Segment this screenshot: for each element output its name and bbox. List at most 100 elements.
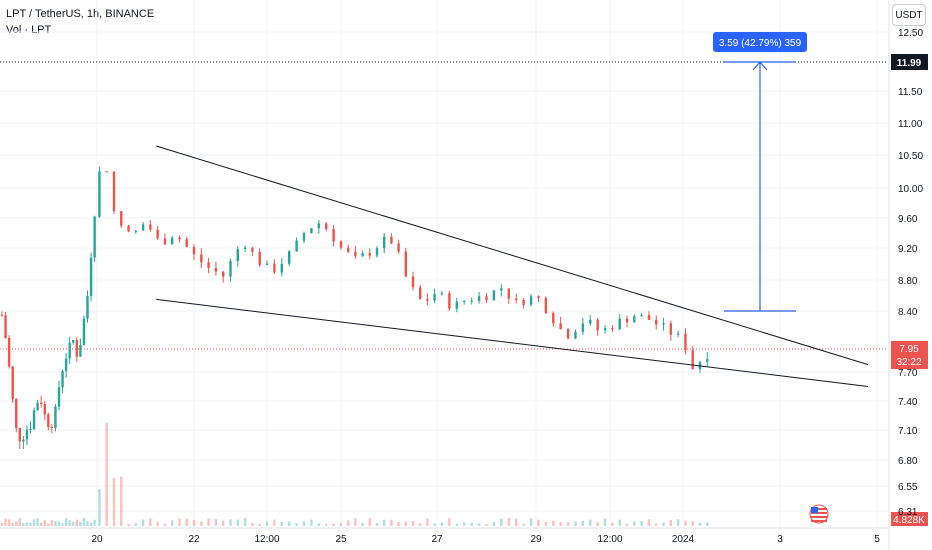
- candle-body: [32, 410, 36, 429]
- candle-body: [544, 297, 548, 314]
- candle-body: [72, 340, 75, 343]
- candle-body: [397, 243, 400, 252]
- candle-body: [192, 246, 196, 255]
- volume-bar: [280, 521, 283, 526]
- volume-bar: [492, 522, 496, 526]
- candle-body: [589, 319, 592, 324]
- volume-bar: [192, 519, 196, 526]
- volume-bar: [243, 518, 247, 526]
- candle-body: [214, 268, 218, 272]
- candle-body: [134, 230, 137, 232]
- volume-bar: [29, 522, 32, 526]
- candle-body: [463, 301, 466, 303]
- x-tick-label: 25: [335, 534, 347, 545]
- candle-body: [200, 254, 203, 263]
- volume-bar: [236, 519, 239, 526]
- candle-body: [64, 358, 68, 372]
- candle-body: [243, 247, 247, 249]
- volume-bar: [691, 521, 694, 526]
- candle-body: [22, 439, 25, 442]
- volume-bar: [302, 520, 306, 526]
- x-tick-label: 20: [91, 534, 103, 545]
- volume-bar: [98, 489, 101, 526]
- volume-bar: [500, 518, 503, 526]
- volume-bar: [170, 520, 174, 526]
- y-tick-label: 9.20: [898, 244, 918, 255]
- candle-body: [75, 340, 79, 357]
- trendline-upper: [156, 145, 869, 366]
- volume-bar: [89, 522, 93, 526]
- candle-body: [383, 236, 386, 249]
- x-tick-label: 29: [530, 534, 542, 545]
- candle-body: [691, 350, 694, 370]
- volume-bar: [72, 521, 75, 526]
- candle-body: [265, 263, 269, 265]
- candle-body: [178, 237, 181, 240]
- candle-body: [347, 247, 350, 252]
- volume-bar: [574, 521, 577, 526]
- measure-label: 3.59 (42.79%) 359: [719, 38, 802, 49]
- candle-body: [552, 313, 555, 324]
- volume-bar: [75, 519, 79, 526]
- volume-bar: [477, 523, 481, 526]
- volume-bar: [265, 521, 269, 526]
- y-tick-label: 7.10: [898, 426, 918, 437]
- candle-body: [310, 228, 313, 234]
- volume-bar: [163, 523, 167, 526]
- x-tick-label: 5: [874, 534, 880, 545]
- candle-body: [574, 331, 577, 339]
- volume-bar: [552, 520, 555, 526]
- candle-body: [515, 298, 518, 301]
- candle-body: [185, 239, 188, 247]
- symbol-label[interactable]: LPT / TetherUS, 1h, BINANCE: [6, 8, 155, 20]
- volume-bar: [383, 519, 386, 526]
- volume-label[interactable]: Vol · LPT: [6, 24, 52, 36]
- countdown-label: 32:22: [896, 357, 921, 368]
- candle-body: [559, 323, 562, 330]
- volume-bar: [455, 523, 458, 526]
- candle-body: [43, 404, 46, 415]
- candle-body: [603, 328, 607, 331]
- candle-body: [105, 171, 108, 173]
- volume-bar: [178, 518, 181, 526]
- candle-body: [141, 224, 145, 231]
- volume-bar: [647, 519, 651, 526]
- volume-bar: [625, 523, 629, 526]
- volume-bar: [419, 523, 422, 526]
- x-tick-label: 12:00: [254, 534, 279, 545]
- candle-body: [404, 251, 407, 277]
- volume-bar: [54, 521, 57, 526]
- candle-body: [273, 263, 276, 273]
- candle-body: [537, 296, 540, 298]
- volume-bar: [222, 520, 225, 526]
- volume-bar: [633, 521, 636, 526]
- volume-bar: [676, 519, 680, 526]
- candle-body: [288, 251, 291, 264]
- candle-body: [618, 318, 621, 330]
- volume-bar: [448, 518, 451, 526]
- y-tick-label: 11.50: [898, 87, 923, 98]
- y-tick-label: 6.80: [898, 456, 918, 467]
- y-tick-label: 8.80: [898, 276, 918, 287]
- volume-bar: [559, 521, 562, 526]
- volume-bar: [485, 523, 488, 526]
- volume-bar: [82, 518, 86, 526]
- volume-bar: [463, 522, 466, 526]
- candle-body: [82, 318, 86, 346]
- candle-body: [522, 300, 525, 305]
- candle-body: [611, 328, 614, 330]
- volume-bar: [4, 518, 7, 526]
- candle-body: [529, 296, 533, 305]
- volume-bar: [22, 522, 25, 526]
- current-price-tag: [891, 341, 928, 369]
- volume-bar: [105, 422, 108, 526]
- currency-button[interactable]: USDT: [892, 4, 926, 26]
- volume-bar: [354, 518, 357, 526]
- x-tick-label: 2024: [672, 534, 695, 545]
- candle-body: [507, 288, 510, 299]
- y-tick-label: 9.60: [898, 214, 918, 225]
- x-tick-label: 22: [188, 534, 200, 545]
- volume-bar: [229, 519, 232, 526]
- volume-bar: [112, 478, 116, 526]
